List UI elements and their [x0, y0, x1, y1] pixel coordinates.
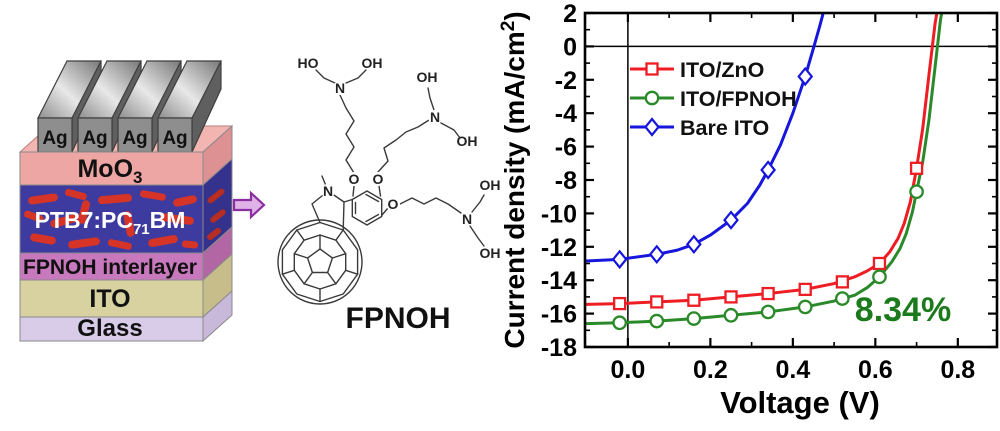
- y-tick-label: -2: [555, 67, 577, 95]
- moo3-front-face: [19, 151, 204, 186]
- data-point-circle: [686, 311, 702, 326]
- atom-label-oh: OH: [480, 245, 501, 261]
- x-tick-label: 0.6: [858, 356, 893, 384]
- data-point-circle: [834, 291, 850, 306]
- data-point-square: [835, 275, 849, 289]
- molecule-caption: FPNOH: [346, 302, 451, 335]
- active-layer-label: PTB7:PC71BM: [35, 207, 186, 238]
- y-tick-label: 2: [563, 0, 577, 28]
- efficiency-annotation: 8.34%: [855, 291, 951, 329]
- alkyl-chain-3: [399, 194, 485, 247]
- data-point-circle: [649, 313, 665, 329]
- ag-label: Ag: [42, 128, 67, 149]
- glass-label: Glass: [77, 315, 142, 342]
- fpnoh-layer-label: FPNOH interlayer: [23, 256, 197, 279]
- x-tick-label: 0.0: [611, 356, 646, 384]
- y-tick-label: 0: [563, 33, 577, 61]
- y-tick-label: -16: [541, 301, 577, 329]
- ag-label: Ag: [162, 128, 187, 149]
- data-point-diamond: [648, 244, 665, 265]
- legend-label: ITO/FPNOH: [680, 87, 797, 111]
- data-point-diamond: [611, 249, 628, 270]
- data-point-diamond: [797, 66, 814, 87]
- y-tick-label: -8: [555, 167, 577, 195]
- jv-chart: 0.0 0.2 0.4 0.6 0.8 2 0 -2 -4 -6 -8 -10 -12 -14 -16 -18…: [498, 0, 999, 420]
- data-point-circle: [760, 304, 776, 320]
- y-tick-label: -6: [555, 134, 577, 162]
- ito-front-face: [19, 279, 204, 318]
- data-point-diamond: [685, 234, 702, 255]
- benzene-ring: [351, 190, 383, 226]
- fpnoh-front-face: [19, 252, 204, 281]
- series-curve-diamond: [586, 14, 825, 263]
- fullerene-cage: [277, 219, 363, 305]
- legend-marker-circle: [644, 90, 660, 106]
- atom-label-ho: HO: [298, 55, 319, 71]
- atom-label-n: N: [323, 183, 333, 199]
- y-tick-label: -12: [541, 234, 577, 262]
- data-point-circle: [723, 307, 739, 323]
- x-axis-title: Voltage (V): [720, 385, 880, 420]
- data-point-diamond: [723, 210, 739, 230]
- atom-label-o: O: [388, 196, 399, 212]
- moo3-label: MoO3: [77, 155, 142, 187]
- arrow-right-icon: [232, 190, 266, 220]
- alkyl-chain-1: [315, 69, 367, 174]
- ether-bond: [352, 185, 389, 216]
- device-schematic: Ag Ag Ag Ag: [18, 60, 266, 343]
- active-side-blobs: [207, 188, 226, 241]
- data-point-circle: [909, 184, 924, 200]
- data-point-square: [650, 295, 664, 309]
- data-point-square: [909, 161, 924, 175]
- data-point-square: [761, 286, 775, 301]
- ag-fin: [157, 60, 222, 153]
- data-point-square: [798, 282, 812, 297]
- data-point-circle: [872, 269, 887, 285]
- atom-label-oh: OH: [417, 69, 438, 85]
- atom-halos: [321, 81, 474, 226]
- atom-label-n: N: [335, 80, 345, 96]
- x-tick-label: 0.4: [775, 356, 810, 384]
- series-curve-circle: [586, 14, 944, 326]
- active-layer-blobs: [24, 188, 198, 250]
- atom-label-n: N: [430, 109, 440, 125]
- ag-label: Ag: [82, 128, 107, 149]
- data-point-circle: [797, 299, 813, 315]
- atom-label-oh: OH: [457, 133, 478, 149]
- molecule-structure: N N N N O O O HO OH OH OH OH OH FPNOH: [277, 55, 501, 335]
- data-point-square: [724, 290, 738, 304]
- x-tick-label: 0.8: [940, 356, 975, 384]
- legend-marker-square: [645, 62, 659, 76]
- glass-front-face: [19, 316, 204, 342]
- y-tick-label: -18: [541, 334, 577, 362]
- atom-label-n: N: [462, 211, 472, 227]
- y-tick-label: -10: [541, 200, 577, 228]
- legend-label: Bare ITO: [680, 116, 769, 140]
- alkyl-chain-2: [377, 87, 461, 173]
- atom-label-oh: OH: [480, 177, 501, 193]
- ag-electrodes: [37, 60, 222, 153]
- y-tick-label: -4: [555, 100, 577, 128]
- legend-label: ITO/ZnO: [680, 58, 764, 82]
- ag-label: Ag: [122, 128, 147, 149]
- legend-marker-diamond: [644, 117, 660, 137]
- data-point-square: [612, 296, 627, 311]
- data-point-square: [687, 293, 701, 307]
- data-point-square: [872, 256, 887, 271]
- atom-label-o: O: [349, 171, 360, 187]
- atom-label-o: O: [373, 171, 384, 187]
- atom-label-oh: OH: [362, 55, 383, 71]
- x-tick-label: 0.2: [693, 356, 728, 384]
- data-point-circle: [612, 315, 627, 331]
- y-tick-label: -14: [541, 267, 577, 295]
- ito-label: ITO: [89, 285, 130, 313]
- y-axis-title: Current density (mA/cm2): [498, 11, 530, 348]
- data-point-diamond: [760, 160, 777, 180]
